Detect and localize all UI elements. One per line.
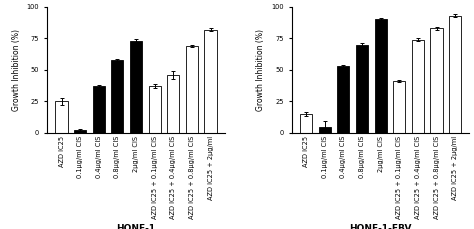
Bar — [412, 40, 424, 133]
Bar — [393, 81, 405, 133]
Bar — [374, 19, 387, 133]
Bar — [55, 101, 68, 133]
Bar — [337, 66, 349, 133]
Y-axis label: Growth Inhibition (%): Growth Inhibition (%) — [12, 29, 21, 111]
Bar — [149, 86, 161, 133]
Bar — [356, 45, 368, 133]
Bar — [186, 46, 198, 133]
X-axis label: HONE-1: HONE-1 — [117, 224, 155, 229]
Bar — [300, 114, 312, 133]
X-axis label: HONE-1-EBV: HONE-1-EBV — [349, 224, 412, 229]
Bar — [167, 75, 179, 133]
Bar — [319, 127, 331, 133]
Bar — [74, 130, 86, 133]
Bar — [430, 28, 443, 133]
Bar — [93, 86, 105, 133]
Bar — [449, 16, 461, 133]
Bar — [204, 30, 217, 133]
Y-axis label: Growth Inhibition (%): Growth Inhibition (%) — [256, 29, 265, 111]
Bar — [130, 41, 142, 133]
Bar — [111, 60, 123, 133]
